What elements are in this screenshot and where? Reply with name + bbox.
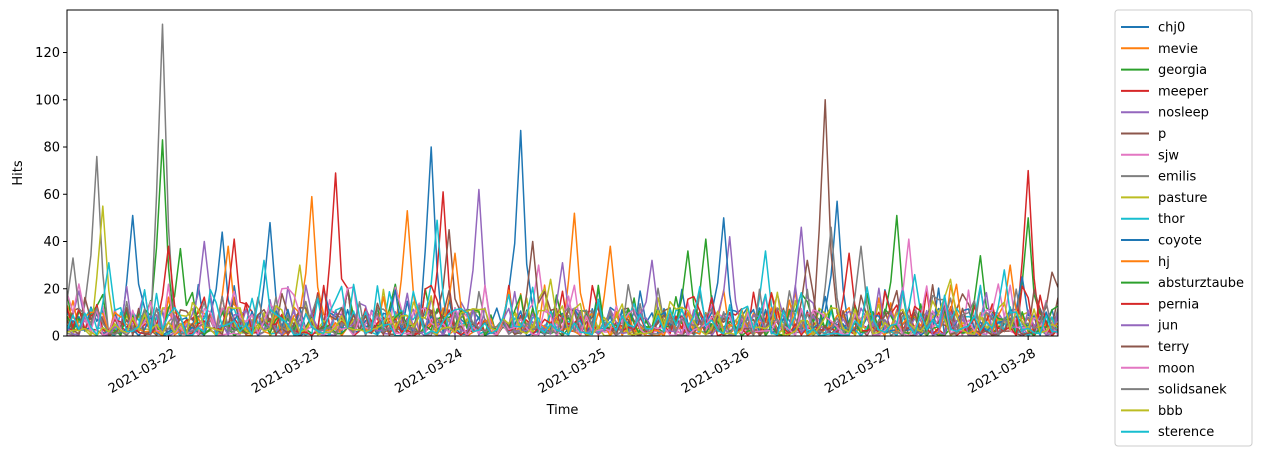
legend-label-moon: moon (1158, 361, 1195, 376)
legend-label-solidsanek: solidsanek (1158, 383, 1227, 398)
y-tick-label: 80 (43, 141, 60, 156)
x-tick-label: 2021-03-25 (536, 346, 609, 397)
series-line-hj (67, 245, 1058, 336)
y-axis: 0 20 40 60 80 100 120 (35, 46, 67, 345)
legend-label-chj0: chj0 (1158, 21, 1185, 36)
series-line-meeper (67, 169, 1058, 336)
y-tick-label: 120 (35, 46, 60, 61)
legend-label-p: p (1158, 127, 1166, 142)
legend-label-mevie: mevie (1158, 42, 1198, 57)
legend-label-meeper: meeper (1158, 84, 1209, 99)
series-line-sterence (67, 259, 1058, 336)
y-tick-label: 0 (52, 330, 60, 345)
legend-label-sterence: sterence (1158, 425, 1214, 440)
legend-label-coyote: coyote (1158, 234, 1202, 249)
y-tick-label: 20 (43, 282, 60, 297)
y-tick-label: 100 (35, 93, 60, 108)
series-line-bbb (67, 278, 1058, 336)
series-line-absturztaube (67, 247, 1058, 336)
y-tick-label: 60 (43, 188, 60, 203)
series-line-terry (67, 240, 1058, 336)
legend-label-thor: thor (1158, 212, 1185, 227)
legend-label-hj: hj (1158, 255, 1170, 270)
legend-label-absturztaube: absturztaube (1158, 276, 1244, 291)
legend-label-sjw: sjw (1158, 148, 1179, 163)
legend-label-pernia: pernia (1158, 297, 1199, 312)
x-tick-label: 2021-03-22 (106, 346, 179, 397)
legend-label-jun: jun (1157, 319, 1178, 334)
legend-label-nosleep: nosleep (1158, 106, 1209, 121)
x-tick-label: 2021-03-23 (249, 346, 322, 397)
x-tick-label: 2021-03-24 (393, 346, 466, 397)
legend-label-terry: terry (1158, 340, 1190, 355)
plot-area (67, 23, 1058, 336)
y-axis-label: Hits (11, 160, 26, 185)
y-tick-label: 40 (43, 235, 60, 250)
legend-label-emilis: emilis (1158, 170, 1196, 185)
x-axis: 2021-03-22 2021-03-23 2021-03-24 2021-03-25… (106, 336, 1039, 397)
legend-label-bbb: bbb (1158, 404, 1183, 419)
legend-box (1114, 9, 1253, 447)
x-axis-label: Time (546, 403, 579, 418)
x-tick-label: 2021-03-26 (679, 346, 752, 397)
series-line-pernia (67, 238, 1058, 336)
plot-frame (66, 9, 1059, 337)
series-line-solidsanek (67, 245, 1058, 336)
legend-label-georgia: georgia (1158, 63, 1207, 78)
x-tick-label: 2021-03-27 (822, 346, 895, 397)
legend-label-pasture: pasture (1158, 191, 1207, 206)
x-tick-label: 2021-03-28 (966, 346, 1039, 397)
series-line-coyote (67, 217, 1058, 336)
legend: chj0 mevie georgia meeper nosleep p sjw emilis p… (1114, 9, 1253, 447)
